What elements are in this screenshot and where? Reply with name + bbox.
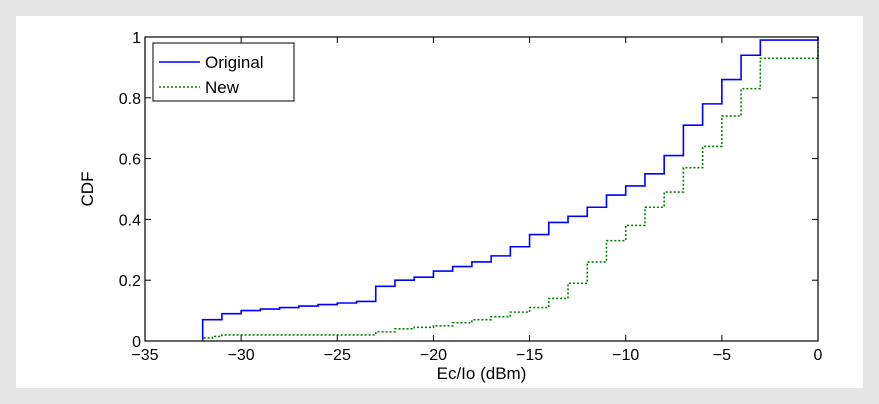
x-tick-label: −15: [516, 347, 543, 364]
x-tick-label: −25: [324, 347, 351, 364]
plot-layer: [201, 37, 819, 341]
legend: Original New: [152, 42, 295, 102]
x-tick-label: −10: [612, 347, 639, 364]
series-line-original: [201, 37, 819, 341]
tick-layer: −35 −30 −25 −20 −15 −10 −5 0 0 0.2 0.4 0.6 0.8 1: [119, 30, 823, 364]
legend-box: [152, 42, 295, 102]
y-tick-label: 0.2: [119, 273, 141, 290]
legend-label-new: New: [205, 78, 240, 97]
x-tick-label: 0: [814, 347, 823, 364]
x-tick-label: −35: [131, 347, 158, 364]
y-tick-label: 0.6: [119, 152, 141, 169]
y-axis-label: CDF: [78, 172, 97, 207]
y-tick-label: 1: [132, 30, 141, 47]
y-tick-label: 0: [132, 334, 141, 351]
x-axis-label: Ec/Io (dBm): [437, 364, 527, 383]
legend-label-original: Original: [205, 53, 264, 72]
y-tick-label: 0.4: [119, 212, 141, 229]
x-tick-label: −30: [228, 347, 255, 364]
x-tick-label: −20: [420, 347, 447, 364]
axes: [144, 36, 819, 342]
series-line-new: [201, 37, 819, 341]
y-tick-label: 0.8: [119, 91, 141, 108]
plot-frame: [144, 36, 819, 342]
x-tick-label: −5: [713, 347, 731, 364]
